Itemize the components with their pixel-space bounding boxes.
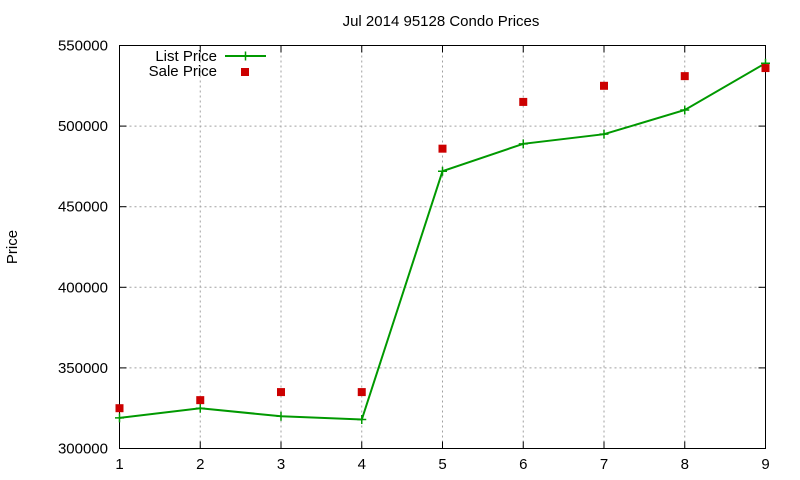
data-point-sale-price <box>196 396 205 405</box>
chart-title: Jul 2014 95128 Condo Prices <box>343 13 540 30</box>
data-point-list-price <box>115 413 124 423</box>
legend-label-sale-price: Sale Price <box>149 63 217 80</box>
data-point-sale-price <box>600 81 608 90</box>
data-point-sale-price <box>115 404 124 413</box>
y-tick-label: 400000 <box>58 279 108 296</box>
y-tick-label: 500000 <box>58 118 108 135</box>
x-tick-label: 5 <box>438 456 446 473</box>
data-point-list-price <box>518 139 528 149</box>
x-tick-label: 3 <box>277 456 285 473</box>
y-tick-label: 300000 <box>58 441 108 458</box>
axis-ticks <box>119 45 766 449</box>
x-tick-label: 7 <box>600 456 608 473</box>
legend: List Price Sale Price <box>149 48 266 80</box>
data-point-sale-price <box>519 97 528 106</box>
tick-labels: 300000 350000 400000 450000 500000 550000 1 2 3 4… <box>58 38 770 474</box>
data-point-sale-price <box>438 144 447 153</box>
data-point-list-price <box>195 403 205 413</box>
data-point-list-price <box>357 414 367 424</box>
data-point-sale-price <box>357 388 366 397</box>
y-tick-label: 550000 <box>58 38 108 55</box>
data-point-list-price <box>599 129 609 139</box>
data-point-sale-price <box>761 64 770 73</box>
data-point-sale-price <box>680 72 689 81</box>
grid <box>119 45 766 449</box>
x-tick-label: 1 <box>115 456 123 473</box>
data-point-list-price <box>438 166 447 176</box>
y-axis-label: Price <box>4 230 21 264</box>
x-tick-label: 4 <box>358 456 366 473</box>
data-point-list-price <box>680 105 690 115</box>
y-tick-label: 350000 <box>58 360 108 377</box>
legend-label-list-price: List Price <box>155 48 217 65</box>
legend-marker-list-price <box>241 51 250 61</box>
x-tick-label: 2 <box>196 456 204 473</box>
series-layer <box>115 58 770 424</box>
y-tick-label: 450000 <box>58 199 108 216</box>
x-tick-label: 6 <box>519 456 527 473</box>
x-tick-label: 8 <box>681 456 689 473</box>
data-point-list-price <box>276 411 286 421</box>
x-tick-label: 9 <box>761 456 769 473</box>
data-point-sale-price <box>277 388 285 397</box>
legend-marker-sale-price <box>241 68 249 76</box>
